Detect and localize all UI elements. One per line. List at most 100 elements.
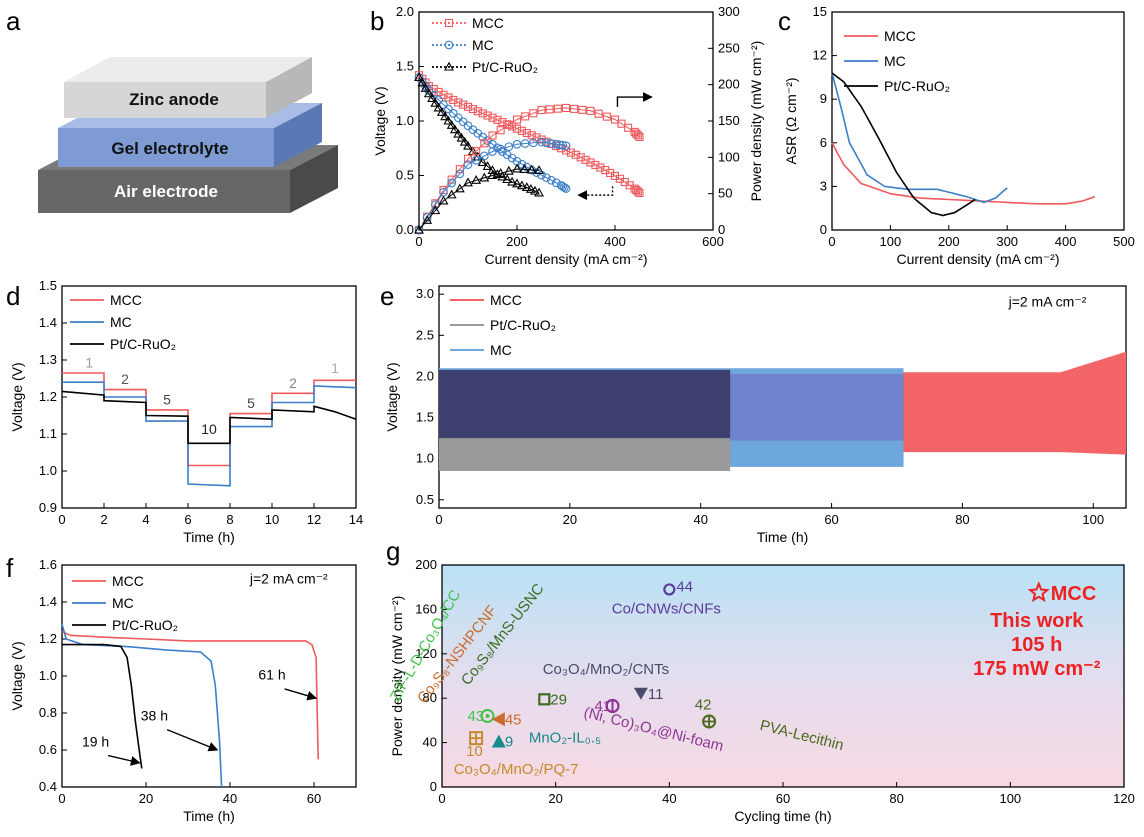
point-mcc-right	[635, 132, 644, 142]
series-mcc-left	[418, 74, 640, 194]
y-tick-label: 2.0	[396, 4, 414, 19]
gel-electrolyte-front	[58, 128, 274, 167]
arrow-to-power-axis	[616, 92, 653, 107]
point-mcc-left	[566, 148, 575, 157]
x-tick-label: 40	[693, 512, 707, 527]
point-pt-c-ruo2-left	[459, 136, 470, 146]
point-mcc-left	[483, 111, 492, 120]
point-mcc-left	[459, 100, 468, 109]
point-pt-c-ruo2-right	[414, 224, 424, 234]
point-mc-right	[463, 160, 473, 169]
point-mcc-left	[468, 104, 477, 114]
panel-letter-c: c	[778, 6, 791, 36]
end-time-label: 38 h	[141, 707, 168, 723]
air-electrode-side	[290, 145, 338, 213]
point-mc-left	[448, 109, 458, 118]
legend-label-mc: MC	[884, 53, 906, 69]
point-ref-29	[538, 693, 551, 706]
end-time-arrow	[284, 688, 318, 701]
point-pt-c-ruo2-left	[530, 185, 540, 195]
band-pt-lower	[439, 435, 731, 471]
y-axis-label: ASR (Ω cm⁻²)	[783, 77, 799, 164]
point-mcc-right	[594, 109, 603, 118]
step-current-label: 5	[163, 391, 171, 407]
point-mcc-left	[633, 187, 642, 196]
y-tick-label: 1.6	[39, 557, 57, 572]
y-tick-label: 1.4	[39, 594, 57, 609]
ref-number-label: 10	[466, 743, 483, 760]
point-mcc-left	[454, 98, 463, 107]
material-label: Co₃O₄/MnO₂/CNTs	[543, 661, 669, 678]
x-tick-label: 200	[938, 234, 960, 249]
y-tick-label: 200	[415, 557, 437, 572]
point-pt-c-ruo2-left	[516, 180, 527, 190]
y-tick-label: 6	[820, 135, 827, 150]
series-mcc	[62, 372, 356, 467]
point-mcc-left	[610, 171, 620, 180]
air-electrode-front	[38, 170, 290, 213]
point-pt-c-ruo2-right	[519, 164, 530, 173]
point-mcc-right	[496, 126, 505, 135]
point-mcc-left	[503, 120, 512, 129]
x-tick-label: 12	[307, 512, 321, 527]
y-tick-label: 160	[415, 601, 437, 616]
point-mcc-right	[521, 112, 530, 121]
point-pt-c-ruo2-right	[534, 165, 544, 174]
point-pt-c-ruo2-right	[512, 163, 522, 173]
point-ref-10-plus	[470, 732, 483, 745]
legend-label-mc: MC	[490, 342, 512, 358]
point-mcc-left	[429, 84, 438, 94]
point-pt-c-ruo2-right	[463, 177, 473, 187]
point-mcc-right	[463, 154, 473, 163]
point-pt-c-ruo2-left	[456, 132, 467, 142]
point-mcc-left	[439, 90, 448, 99]
ref-number-label: 45	[505, 711, 522, 728]
panel-e-chart: 0 20 40 60 80 100 0.5 1.0 1.5 2.0 2.5 3.0 Time (h) Vo…	[384, 285, 1127, 545]
point-pt-c-ruo2-left	[433, 102, 444, 112]
material-label: MnO₂-IL₀.₅	[529, 729, 601, 746]
point-mcc-right	[570, 104, 579, 113]
series-mc-left	[418, 77, 567, 190]
point-pt-c-ruo2-left	[453, 128, 464, 138]
series-mcc	[61, 630, 319, 760]
point-pt-c-ruo2-left	[525, 183, 536, 193]
point-pt-c-ruo2-left	[482, 161, 493, 170]
point-pt-c-ruo2-left	[436, 106, 447, 116]
x-tick-label: 4	[142, 512, 149, 527]
point-mc-right	[537, 137, 546, 147]
point-mc-left	[560, 183, 569, 192]
y2-tick-label: 50	[718, 186, 732, 201]
point-mcc-left	[488, 113, 497, 122]
y-tick-label: 0	[430, 779, 437, 794]
point-ref-11	[633, 687, 648, 700]
legend-marker-mc	[444, 40, 454, 50]
ref-number-label: 43	[467, 708, 484, 725]
y2-tick-label: 150	[718, 113, 740, 128]
legend-label-mc: MC	[110, 314, 132, 330]
point-pt-c-ruo2-right	[471, 175, 482, 184]
zinc-anode-front	[64, 82, 266, 118]
point-pt-c-ruo2-right	[454, 183, 465, 193]
step-current-label: 5	[247, 395, 255, 411]
y2-tick-label: 0	[718, 222, 725, 237]
point-pt-c-ruo2-left	[443, 115, 454, 125]
point-mcc-right	[472, 146, 481, 156]
point-mcc-left	[478, 109, 487, 118]
y-tick-label: 1.2	[39, 389, 57, 404]
y2-tick-label: 200	[718, 77, 740, 92]
x-tick-label: 600	[702, 234, 724, 249]
x-tick-label: 200	[506, 234, 528, 249]
legend-label-mcc: MCC	[490, 292, 522, 308]
y-tick-label: 0.6	[39, 742, 57, 757]
y2-tick-label: 100	[718, 149, 740, 164]
series-mcc-right	[418, 107, 640, 231]
y-tick-label: 1.0	[39, 668, 57, 683]
series-pt-c-ruo2-left	[418, 77, 540, 194]
point-mc-left	[444, 104, 453, 114]
panel-letter-b: b	[370, 6, 384, 36]
panel-b-chart: 0 200 400 600 0.0 0.5 1.0 1.5 2.0 Current density…	[372, 4, 764, 267]
point-pt-c-ruo2-right	[503, 165, 514, 175]
x-tick-label: 60	[824, 512, 838, 527]
point-mcc-right	[480, 139, 489, 148]
x-tick-label: 20	[139, 791, 153, 806]
